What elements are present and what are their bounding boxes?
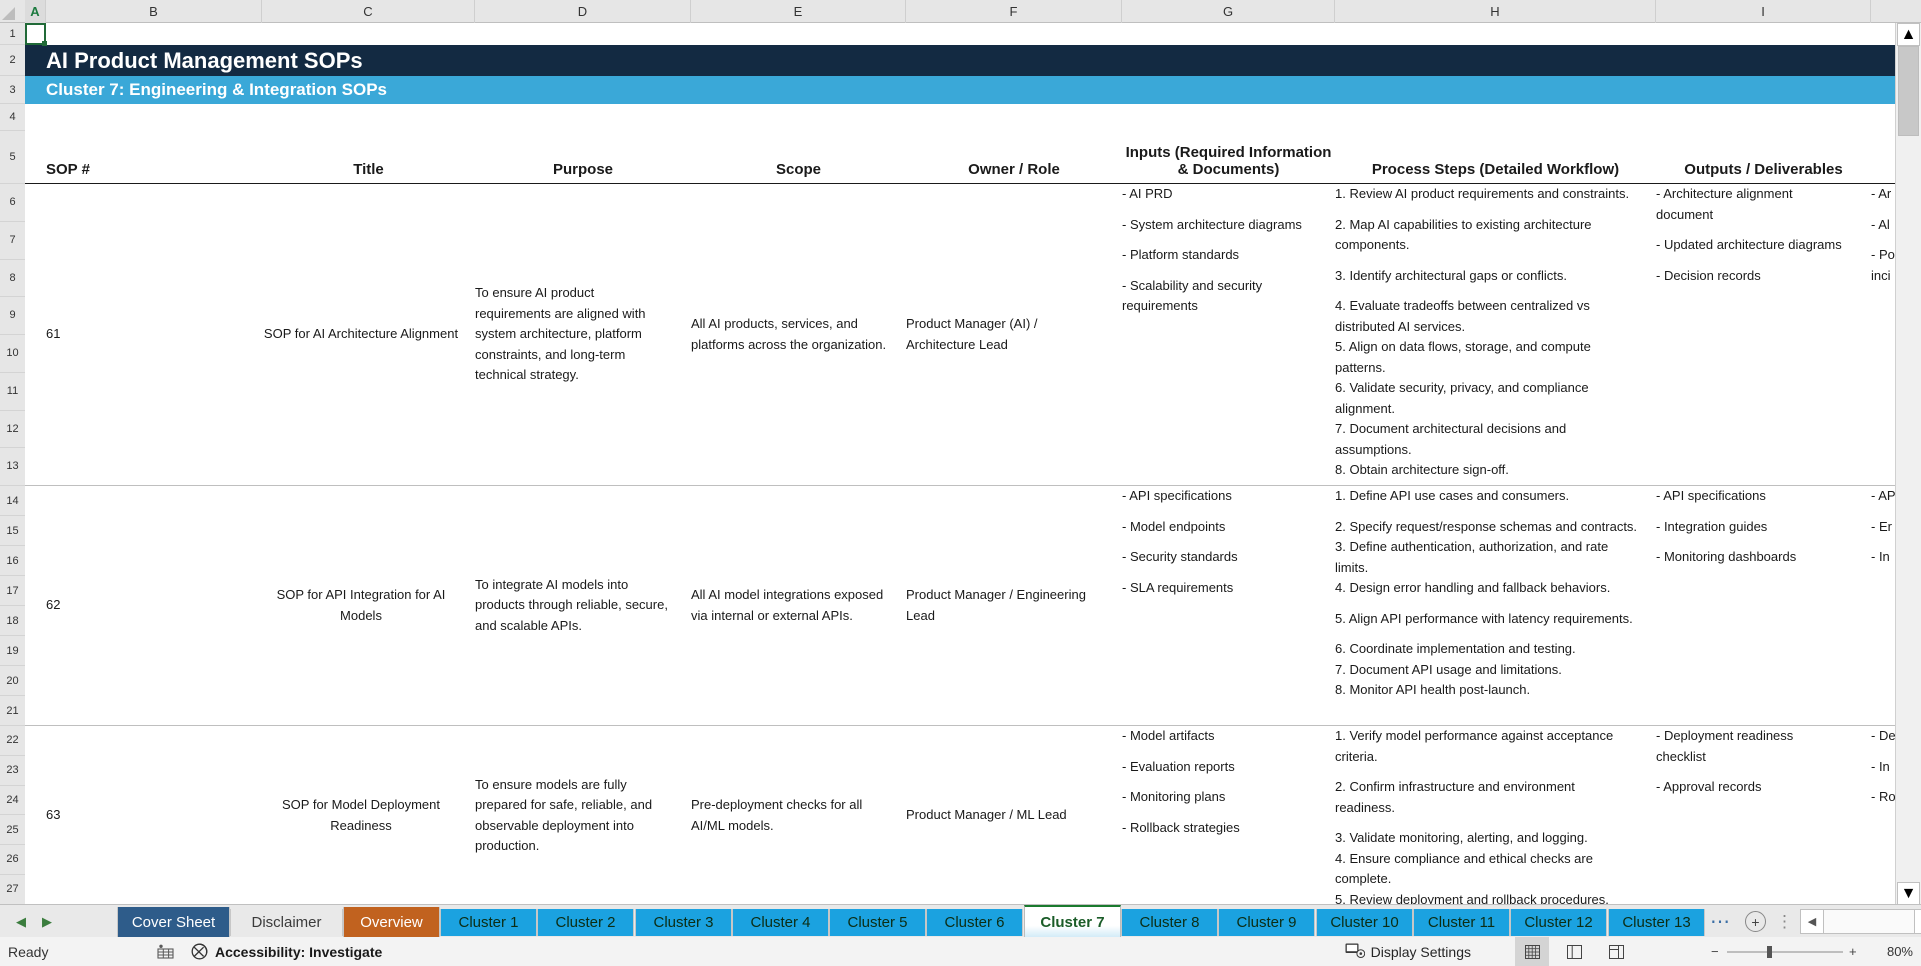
svg-text:−: − [1711,944,1719,959]
svg-text:+: + [1849,944,1857,959]
